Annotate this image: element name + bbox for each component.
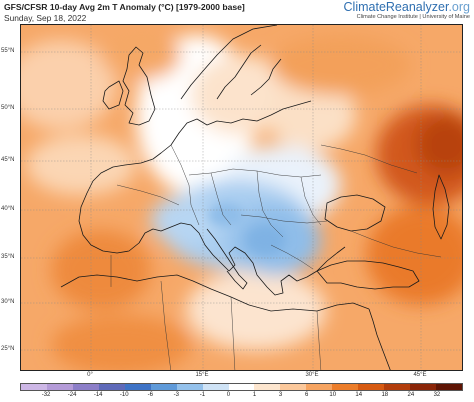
lat-label: 35°N: [1, 254, 15, 260]
legend-swatch: [254, 384, 281, 390]
legend-tick-label: -6: [147, 392, 153, 398]
country-borders: [110, 144, 442, 370]
coastlines: [60, 25, 450, 370]
caspian-sea-outline: [432, 174, 450, 240]
legend-tick-label: 14: [355, 392, 363, 398]
north-africa-coast: [60, 274, 370, 312]
legend-tick-label: 18: [381, 392, 389, 398]
legend-tick-label: 32: [433, 392, 441, 398]
legend-swatch: [384, 384, 411, 390]
warm-anomaly-middle-east: [366, 205, 462, 305]
legend-swatch: [124, 384, 151, 390]
legend-swatch: [21, 384, 47, 390]
cool-anomaly-west: [151, 195, 221, 245]
lat-label: 25°N: [1, 346, 15, 352]
warm-anomaly-sahara: [51, 315, 191, 370]
lat-label: 40°N: [1, 206, 15, 212]
map-title: GFS/CFSR 10-day Avg 2m T Anomaly (°C) [1…: [4, 2, 245, 12]
lat-label: 55°N: [1, 48, 15, 54]
legend-tick-label: -3: [173, 392, 180, 398]
italy-outline: [206, 228, 248, 290]
lon-label: 45°E: [413, 372, 427, 378]
legend-swatch: [280, 384, 307, 390]
legend-swatch: [202, 384, 229, 390]
anatolia-outline: [316, 260, 420, 290]
legend-tick-label: -1: [199, 392, 206, 398]
europe-mainland-coast: [78, 100, 346, 296]
legend-swatch: [150, 384, 177, 390]
legend-tick-label: 0: [226, 392, 231, 398]
biscay-neutral: [26, 135, 136, 195]
scandinavia-outline: [180, 25, 282, 100]
warm-anomaly-caspian-core: [416, 115, 462, 175]
legend-swatch: [46, 384, 73, 390]
legend-tick-label: 1: [252, 392, 257, 398]
lon-label: 30°E: [305, 372, 319, 378]
legend-swatch: [332, 384, 359, 390]
graticule: [21, 25, 462, 370]
black-sea-outline: [324, 194, 386, 232]
legend-swatch: [72, 384, 99, 390]
legend-tick-label: 10: [329, 392, 337, 398]
legend-ticks: -32 -24 -14 -10 -6 -3 -1 0 1 3 6 10 14 18 24 32: [20, 392, 463, 402]
cool-core: [246, 225, 286, 255]
legend-tick-label: 24: [407, 392, 415, 398]
anomaly-map-canvas: [21, 25, 462, 370]
great-britain-outline: [122, 46, 156, 126]
brand-name: ClimateReanalyzer.org: [343, 0, 470, 14]
lon-label: 0°: [87, 372, 93, 378]
legend-tick-label: 3: [278, 392, 283, 398]
warm-anomaly-russia-north: [271, 35, 411, 95]
lat-label: 45°N: [1, 157, 15, 163]
lat-label: 30°N: [1, 299, 15, 305]
ireland-outline: [102, 80, 124, 110]
mediterranean-neutral: [186, 270, 326, 350]
cool-core-alps: [208, 203, 244, 227]
anomaly-map: [20, 24, 463, 371]
legend-swatch: [358, 384, 385, 390]
brand-logo[interactable]: ClimateReanalyzer.org Climate Change Ins…: [344, 0, 470, 20]
warm-anomaly-iberia: [51, 230, 151, 310]
atlantic-neutral: [21, 40, 116, 130]
legend-swatch: [176, 384, 203, 390]
baltic-neutral: [266, 80, 356, 150]
warm-anomaly-scotland: [101, 30, 181, 80]
legend-swatch: [436, 384, 462, 390]
legend-swatch: [410, 384, 436, 390]
legend-swatch: [98, 384, 125, 390]
color-legend: [20, 383, 463, 391]
brand-subtitle: Climate Change Institute | University of…: [356, 14, 470, 20]
legend-tick-label: -24: [67, 392, 77, 398]
lon-label: 15°E: [195, 372, 209, 378]
legend-tick-label: -14: [93, 392, 103, 398]
legend-swatch: [306, 384, 333, 390]
legend-tick-label: -32: [41, 392, 51, 398]
legend-tick-label: -10: [119, 392, 129, 398]
map-date: Sunday, Sep 18, 2022: [4, 13, 87, 23]
legend-tick-label: 6: [304, 392, 309, 398]
lat-label: 50°N: [1, 105, 15, 111]
legend-swatch: [228, 384, 255, 390]
levant-coast: [368, 308, 391, 370]
